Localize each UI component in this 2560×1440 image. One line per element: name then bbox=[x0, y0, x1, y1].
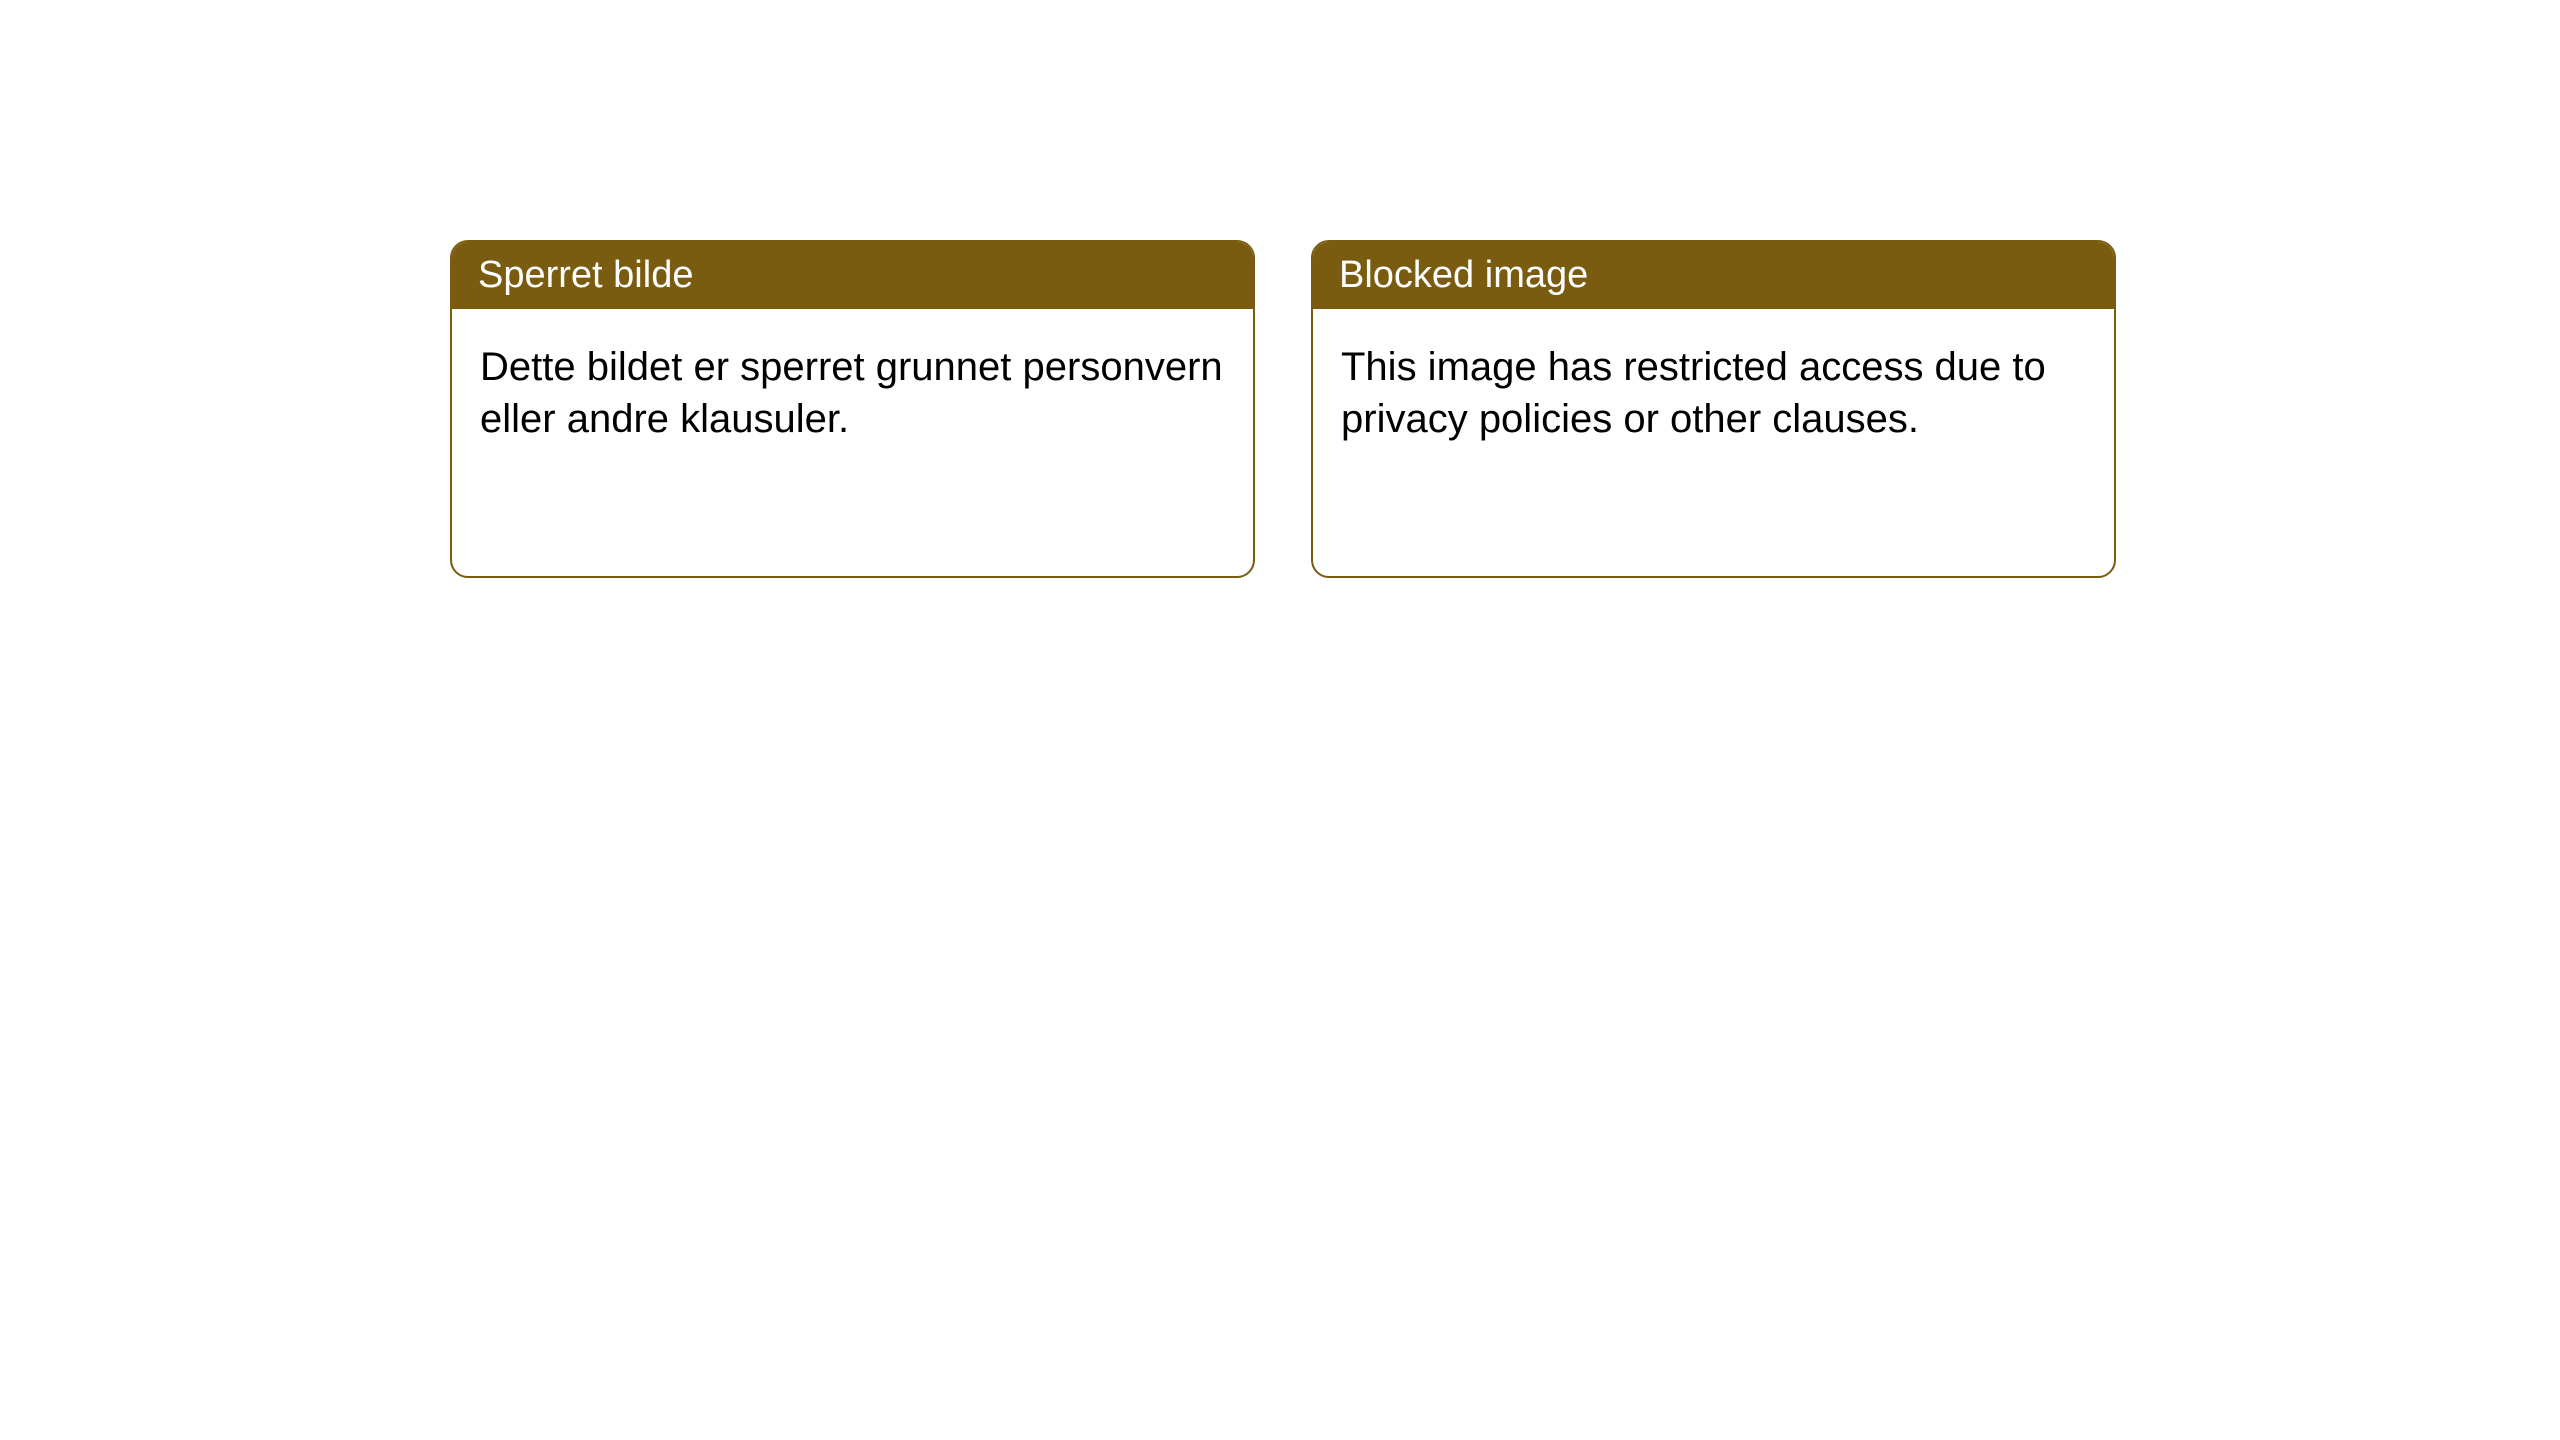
notice-container: Sperret bilde Dette bildet er sperret gr… bbox=[0, 0, 2560, 578]
card-title-english: Blocked image bbox=[1313, 242, 2114, 309]
blocked-image-card-norwegian: Sperret bilde Dette bildet er sperret gr… bbox=[450, 240, 1255, 578]
card-body-english: This image has restricted access due to … bbox=[1313, 309, 2114, 477]
card-title-norwegian: Sperret bilde bbox=[452, 242, 1253, 309]
blocked-image-card-english: Blocked image This image has restricted … bbox=[1311, 240, 2116, 578]
card-body-norwegian: Dette bildet er sperret grunnet personve… bbox=[452, 309, 1253, 477]
